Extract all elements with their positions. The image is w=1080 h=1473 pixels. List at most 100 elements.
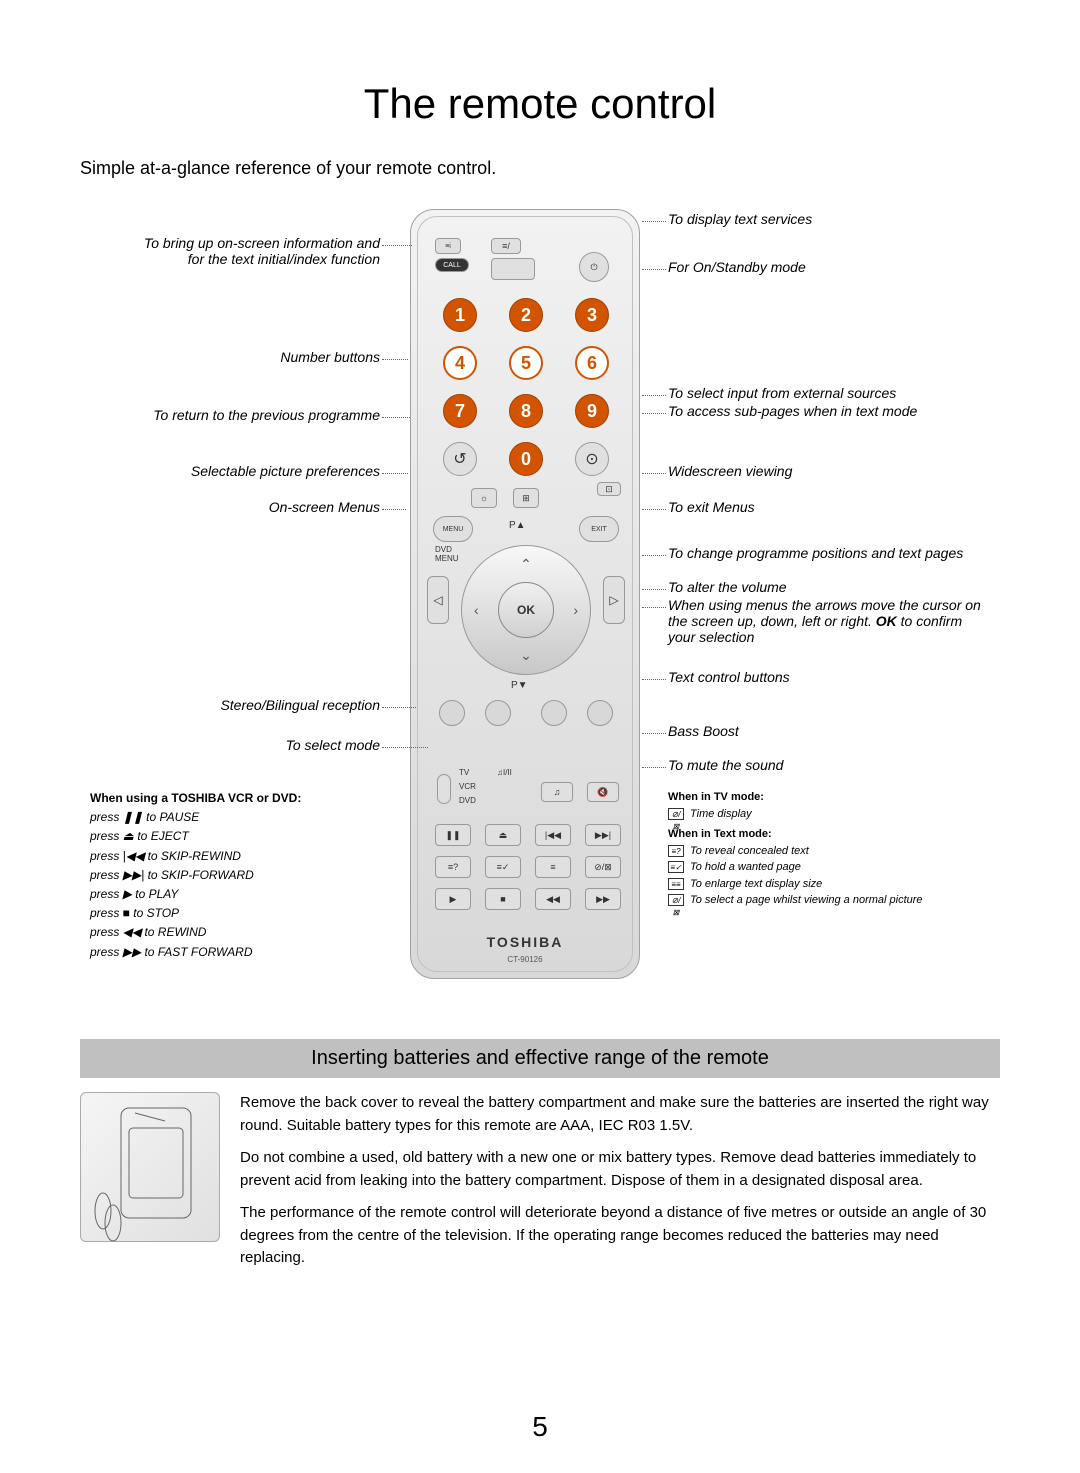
page-number: 5 xyxy=(0,1411,1080,1443)
textmode-line-0: ≡?To reveal concealed text xyxy=(668,843,998,860)
tv-label: TV xyxy=(459,768,469,777)
callout-right-8: When using menus the arrows move the cur… xyxy=(668,597,988,645)
leader-right-10 xyxy=(642,733,666,734)
callout-right-6: To change programme positions and text p… xyxy=(668,545,988,561)
leader-left-2 xyxy=(382,417,410,418)
text-ctrl-2[interactable] xyxy=(485,700,511,726)
textmode-icon-0: ≡? xyxy=(668,845,684,857)
play-button[interactable]: ▶ xyxy=(435,888,471,910)
nav-left-icon: ‹ xyxy=(474,602,479,618)
callout-right-3: To access sub-pages when in text mode xyxy=(668,403,988,419)
battery-section: Remove the back cover to reveal the batt… xyxy=(80,1092,1000,1270)
nav-up-icon: ⌃ xyxy=(462,556,590,573)
battery-para-1: Remove the back cover to reveal the batt… xyxy=(240,1092,1000,1137)
textmode-4-button[interactable]: ⊘/⊠ xyxy=(585,856,621,878)
textmode-line-3: ⊘/⊠To select a page whilst viewing a nor… xyxy=(668,892,998,909)
number-2-button[interactable]: 2 xyxy=(509,298,543,332)
textmode-icon-3: ⊘/⊠ xyxy=(668,894,684,906)
eject-button[interactable]: ⏏ xyxy=(485,824,521,846)
textmode-label-1: To hold a wanted page xyxy=(690,861,801,873)
textmode-icon-1: ≡✓ xyxy=(668,861,684,873)
dvd-menu-label: DVDMENU xyxy=(435,546,459,564)
section-header: Inserting batteries and effective range … xyxy=(80,1039,1000,1078)
vcr-line-2: press |◀◀ to SKIP-REWIND xyxy=(90,847,390,866)
mute-button[interactable]: 🔇 xyxy=(587,782,619,802)
number-6-button[interactable]: 6 xyxy=(575,346,609,380)
stereo-label: ♫I/II xyxy=(497,768,512,777)
tvmode-header: When in TV mode: xyxy=(668,789,998,806)
input-select-button[interactable]: ⊙ xyxy=(575,442,609,476)
vcr-dvd-instructions: When using a TOSHIBA VCR or DVD: press ❚… xyxy=(90,789,390,962)
model-label: CT-90126 xyxy=(411,955,639,964)
callout-right-7: To alter the volume xyxy=(668,579,988,595)
callout-right-10: Bass Boost xyxy=(668,723,988,739)
call-button[interactable]: CALL xyxy=(435,258,469,272)
number-9-button[interactable]: 9 xyxy=(575,394,609,428)
vol-up-button[interactable]: ▷ xyxy=(603,576,625,624)
time-display-label: Time display xyxy=(690,808,752,820)
widescreen-button[interactable]: ⊞ xyxy=(513,488,539,508)
leader-left-5 xyxy=(382,707,416,708)
return-button[interactable]: ↺ xyxy=(443,442,477,476)
callout-right-2: To select input from external sources xyxy=(668,385,988,401)
nav-right-icon: › xyxy=(573,602,578,618)
number-8-button[interactable]: 8 xyxy=(509,394,543,428)
textmode-icon-2: ≡≡ xyxy=(668,878,684,890)
mode-selector[interactable] xyxy=(437,774,451,804)
text-ctrl-3[interactable] xyxy=(541,700,567,726)
textmode-line-2: ≡≡ To enlarge text display size xyxy=(668,876,998,893)
textmode-label-2: To enlarge text display size xyxy=(690,878,822,890)
stop-button[interactable]: ■ xyxy=(485,888,521,910)
number-4-button[interactable]: 4 xyxy=(443,346,477,380)
vcr-line-3: press ▶▶| to SKIP-FORWARD xyxy=(90,866,390,885)
text-services-button[interactable] xyxy=(491,258,535,280)
vcr-label: VCR xyxy=(459,782,476,791)
ok-button[interactable]: OK xyxy=(498,582,554,638)
diagram-area: ≡i CALL ≡/ ⏻ 1 2 3 4 5 6 7 8 9 ↺ 0 ⊙ ☼ ⊞… xyxy=(80,199,1000,1019)
picture-pref-button[interactable]: ☼ xyxy=(471,488,497,508)
skip-rew-button[interactable]: |◀◀ xyxy=(535,824,571,846)
battery-illustration xyxy=(80,1092,220,1242)
textmode-1-button[interactable]: ≡? xyxy=(435,856,471,878)
leader-right-8 xyxy=(642,607,666,608)
number-0-button[interactable]: 0 xyxy=(509,442,543,476)
textmode-3-button[interactable]: ≡ xyxy=(535,856,571,878)
power-button[interactable]: ⏻ xyxy=(579,252,609,282)
leader-left-1 xyxy=(382,359,408,360)
number-5-button[interactable]: 5 xyxy=(509,346,543,380)
pause-button[interactable]: ❚❚ xyxy=(435,824,471,846)
rewind-button[interactable]: ◀◀ xyxy=(535,888,571,910)
callout-left-3: Selectable picture preferences xyxy=(90,463,380,479)
leader-right-0 xyxy=(642,221,666,222)
vcr-line-4: press ▶ to PLAY xyxy=(90,885,390,904)
skip-fwd-button[interactable]: ▶▶| xyxy=(585,824,621,846)
textmode-line-1: ≡✓ To hold a wanted page xyxy=(668,859,998,876)
textmode-2-button[interactable]: ≡✓ xyxy=(485,856,521,878)
menu-button[interactable]: MENU xyxy=(433,516,473,542)
leader-right-3 xyxy=(642,413,666,414)
callout-left-2: To return to the previous programme xyxy=(90,407,380,423)
text-ctrl-1[interactable] xyxy=(439,700,465,726)
number-3-button[interactable]: 3 xyxy=(575,298,609,332)
ff-button[interactable]: ▶▶ xyxy=(585,888,621,910)
bass-boost-button[interactable]: ♫ xyxy=(541,782,573,802)
callout-right-4: Widescreen viewing xyxy=(668,463,988,479)
nav-ring[interactable]: ⌃ ⌄ ‹ › xyxy=(461,545,591,675)
callout-left-0: To bring up on-screen information andfor… xyxy=(90,235,380,267)
number-7-button[interactable]: 7 xyxy=(443,394,477,428)
leader-right-1 xyxy=(642,269,666,270)
callout-left-1: Number buttons xyxy=(90,349,380,365)
page-title: The remote control xyxy=(80,80,1000,128)
brand-label: TOSHIBA xyxy=(411,934,639,950)
leader-right-2 xyxy=(642,395,666,396)
textmode-header: When in Text mode: xyxy=(668,826,998,843)
number-1-button[interactable]: 1 xyxy=(443,298,477,332)
leader-left-6 xyxy=(382,747,428,748)
vol-down-button[interactable]: ◁ xyxy=(427,576,449,624)
leader-left-3 xyxy=(382,473,408,474)
vcr-dvd-header: When using a TOSHIBA VCR or DVD: xyxy=(90,789,390,808)
text-ctrl-4[interactable] xyxy=(587,700,613,726)
leader-right-9 xyxy=(642,679,666,680)
vcr-line-5: press ■ to STOP xyxy=(90,904,390,923)
exit-button[interactable]: EXIT xyxy=(579,516,619,542)
